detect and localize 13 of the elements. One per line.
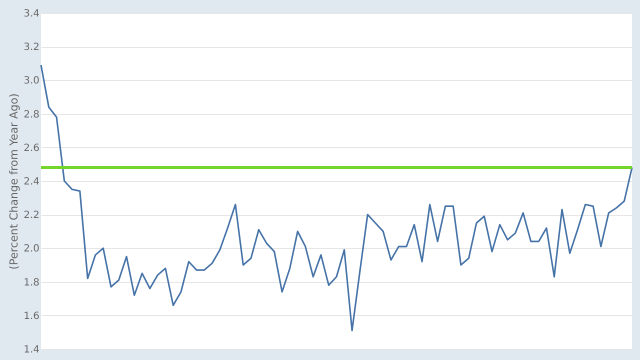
y-axis-title: (Percent Change from Year Ago) [8, 93, 21, 270]
y-tick-label: 3.4 [24, 8, 40, 20]
y-tick-label: 3.0 [24, 76, 40, 87]
y-tick-label: 2.0 [24, 244, 40, 255]
y-tick-label: 1.6 [24, 310, 40, 322]
y-tick-label: 2.6 [24, 142, 40, 154]
y-tick-label: 3.2 [24, 42, 40, 54]
y-tick-label: 1.4 [24, 344, 40, 356]
y-tick-label: 2.2 [24, 210, 40, 222]
y-tick-label: 2.8 [24, 109, 40, 120]
line-series [40, 64, 633, 332]
y-tick-label: 1.8 [24, 277, 40, 288]
y-tick-label: 2.4 [24, 176, 40, 188]
